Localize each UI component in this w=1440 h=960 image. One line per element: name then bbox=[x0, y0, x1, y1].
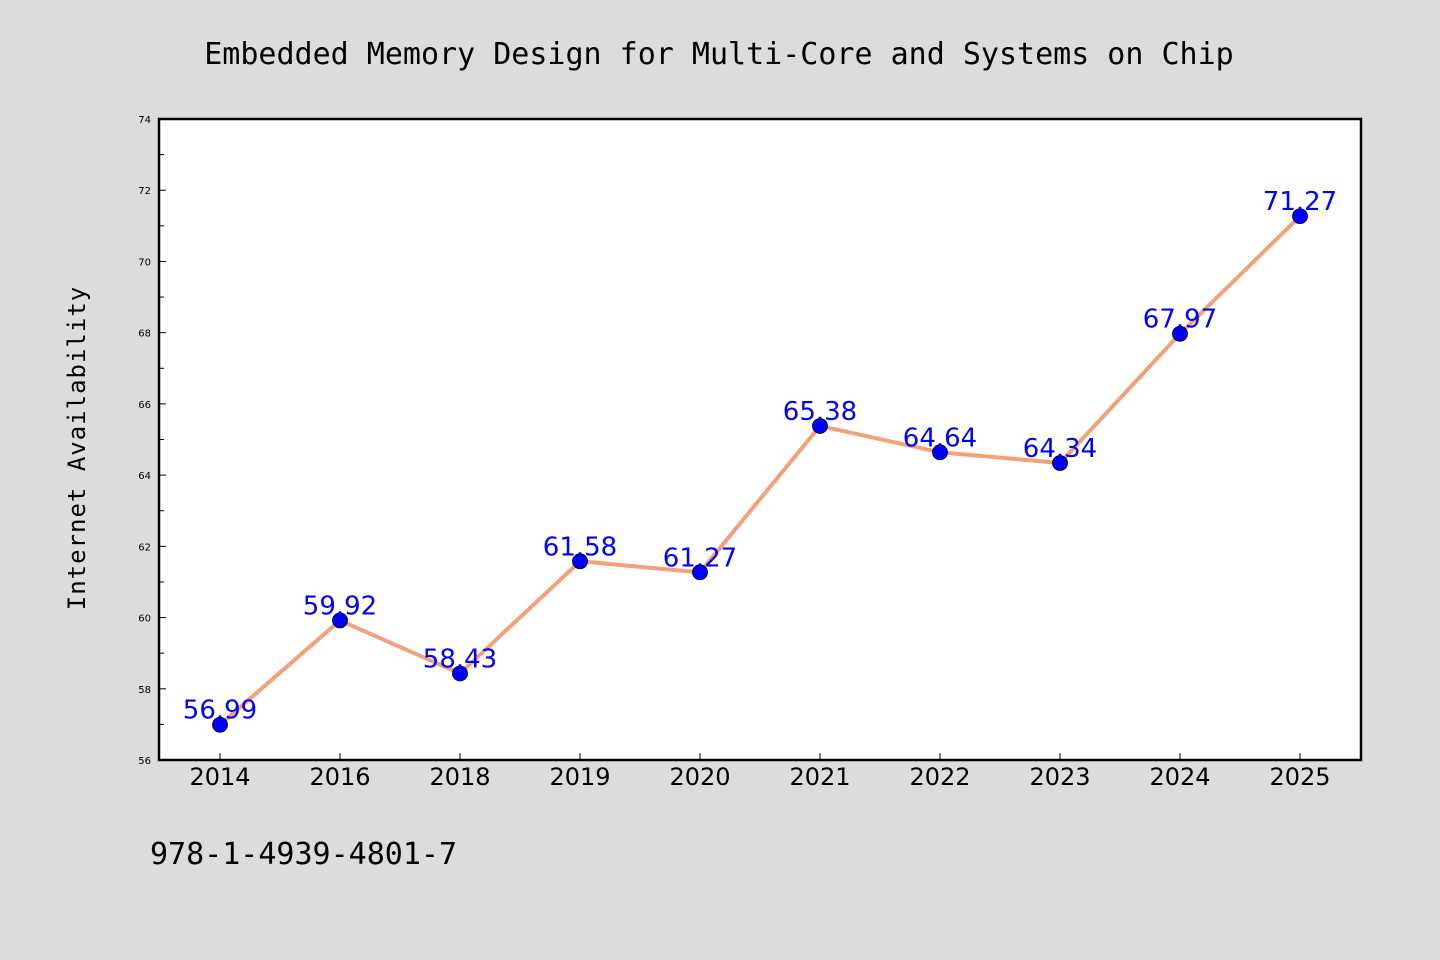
plot-area bbox=[157, 117, 1363, 762]
data-point bbox=[692, 564, 708, 581]
data-point bbox=[572, 553, 588, 570]
y-tick-label: 68 bbox=[138, 329, 151, 340]
data-point bbox=[452, 665, 468, 682]
y-axis: 56 58 60 62 64 66 68 70 72 74 bbox=[138, 115, 166, 767]
x-tick-label: 2024 bbox=[1149, 763, 1210, 791]
x-tick-label: 2022 bbox=[909, 763, 970, 791]
data-label: 64.34 bbox=[1023, 434, 1097, 464]
data-label: 61.58 bbox=[543, 532, 617, 562]
data-point bbox=[1172, 325, 1188, 342]
y-tick-label: 64 bbox=[138, 471, 151, 482]
x-tick-label: 2021 bbox=[789, 763, 850, 791]
y-tick-label: 62 bbox=[138, 542, 151, 553]
data-point bbox=[1052, 455, 1068, 471]
series-group: 56.99 59.92 58.43 61.58 61.27 65.38 64.64 64.34… bbox=[183, 187, 1337, 733]
data-label: 67.97 bbox=[1143, 305, 1217, 335]
y-tick-label: 60 bbox=[138, 614, 151, 625]
isbn-text: 978-1-4939-4801-7 bbox=[150, 837, 457, 872]
data-label: 65.38 bbox=[783, 397, 857, 427]
y-tick-label: 72 bbox=[138, 186, 151, 197]
data-point bbox=[932, 444, 948, 461]
x-tick-label: 2025 bbox=[1269, 763, 1330, 791]
x-axis: 2014 2016 2018 2019 2020 2021 2022 2023 2024 2025 bbox=[189, 753, 1331, 791]
data-label: 61.27 bbox=[663, 543, 737, 573]
data-label: 59.92 bbox=[303, 591, 377, 621]
y-tick-label: 70 bbox=[138, 257, 151, 268]
data-label: 64.64 bbox=[903, 423, 977, 453]
y-tick-label: 58 bbox=[138, 685, 151, 696]
series-line bbox=[218, 214, 1302, 727]
x-tick-label: 2018 bbox=[429, 763, 490, 791]
y-tick-label: 74 bbox=[138, 115, 151, 126]
y-axis-label: Internet Availability bbox=[63, 286, 91, 610]
y-tick-label: 66 bbox=[138, 400, 151, 411]
y-tick-label: 56 bbox=[138, 756, 151, 767]
x-tick-label: 2020 bbox=[669, 763, 730, 791]
chart-title: Embedded Memory Design for Multi-Core an… bbox=[204, 37, 1234, 72]
data-point bbox=[212, 716, 228, 733]
data-label: 56.99 bbox=[183, 696, 257, 726]
data-point bbox=[812, 418, 828, 434]
data-label: 71.27 bbox=[1263, 187, 1337, 217]
x-tick-label: 2023 bbox=[1029, 763, 1090, 791]
x-tick-label: 2014 bbox=[189, 763, 250, 791]
x-tick-label: 2019 bbox=[549, 763, 610, 791]
data-point bbox=[1292, 208, 1308, 225]
data-label: 58.43 bbox=[423, 644, 497, 674]
data-point bbox=[332, 612, 348, 629]
x-tick-label: 2016 bbox=[309, 763, 370, 791]
